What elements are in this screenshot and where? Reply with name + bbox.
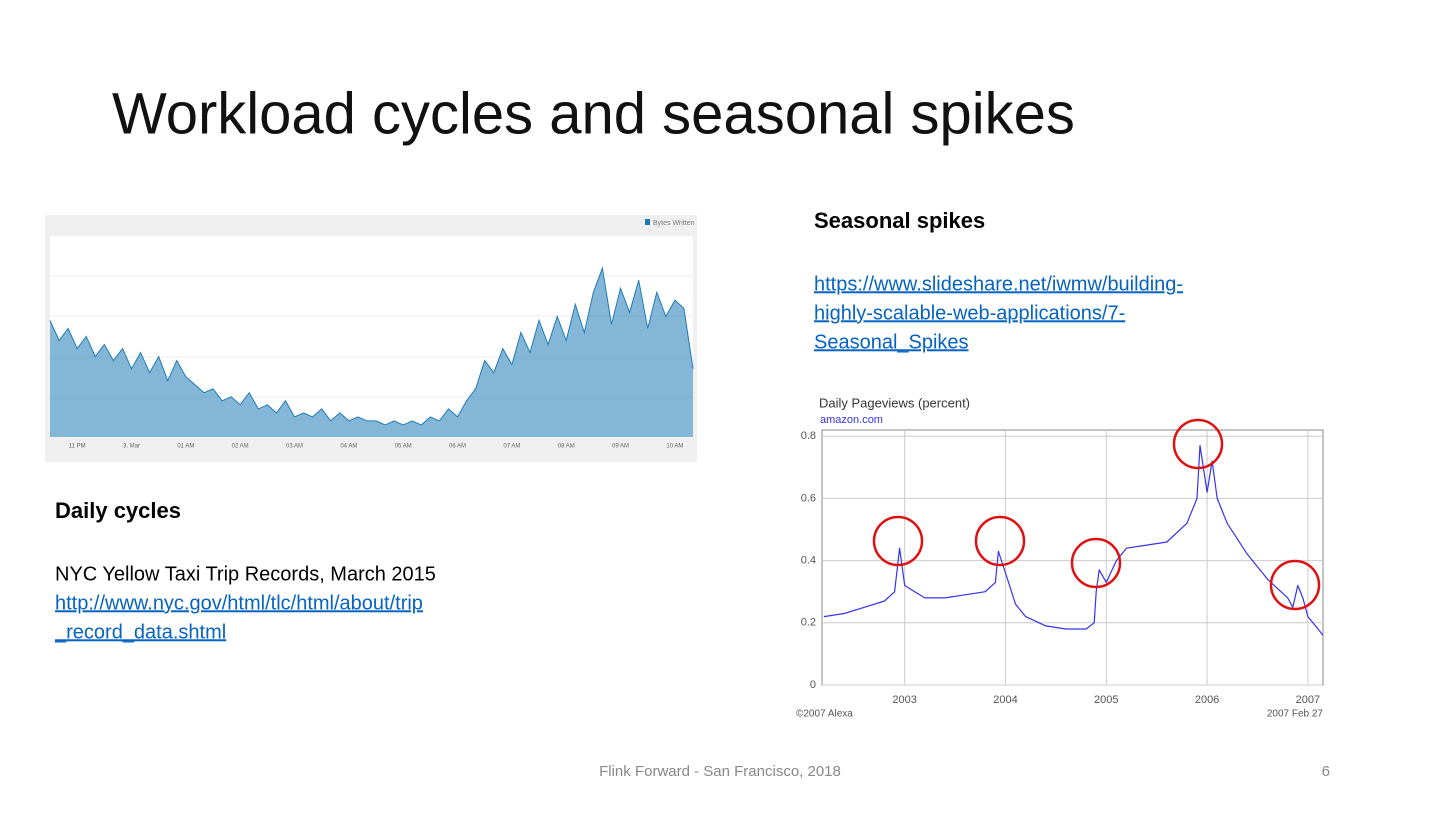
x-tick-label: 2006 [1195,694,1219,706]
x-tick-label: 02 AM [232,444,249,450]
highlight-circle [1070,537,1122,589]
x-tick-label: 03 AM [286,444,303,450]
link[interactable]: https://www.slideshare.net/iwmw/building… [814,273,1183,295]
y-tick-label: 0.2 [801,617,816,629]
annotation: ©2007 Alexa [796,709,853,720]
link[interactable]: http://www.nyc.gov/html/tlc/html/about/t… [55,592,423,614]
highlight-circle [974,515,1026,567]
x-tick-label: 06 AM [449,444,466,450]
annotation: 2007 Feb 27 [1267,709,1324,720]
section-heading: Daily cycles [55,498,181,523]
line [49,266,694,426]
y-tick-label: 0.4 [801,555,816,567]
x-tick-label: 2007 [1296,694,1320,706]
y-tick-label: 0 [810,679,816,691]
chart-title: Daily Pageviews (percent) [819,395,970,410]
x-tick-label: 05 AM [395,444,412,450]
legend-label: Bytes Written [653,220,695,227]
link[interactable]: _record_data.shtml [54,621,226,643]
x-tick-label: 04 AM [340,444,357,450]
x-tick-label: 11 PM [69,444,86,450]
x-tick-label: 2004 [993,694,1017,706]
y-tick-label: 0.6 [801,492,816,504]
x-tick-label: 01 AM [177,444,194,450]
caption: NYC Yellow Taxi Trip Records, March 2015 [55,563,436,585]
footer: Flink Forward - San Francisco, 2018 [599,763,841,780]
x-tick-label: 2005 [1094,694,1118,706]
x-tick-label: 08 AM [558,444,575,450]
link[interactable]: Seasonal_Spikes [814,331,969,353]
highlight-circle [1172,418,1224,470]
highlight-circle [1269,559,1321,611]
line [823,444,1324,636]
link[interactable]: highly-scalable-web-applications/7- [814,302,1125,324]
page-number: 6 [1322,763,1330,780]
x-tick-label: 09 AM [612,444,629,450]
y-tick-label: 0.8 [801,430,816,442]
highlight-circle [872,515,924,567]
chart-subtitle: amazon.com [820,414,883,426]
section-heading: Seasonal spikes [814,208,985,233]
x-tick-label: 2003 [892,694,916,706]
x-tick-label: 07 AM [503,444,520,450]
legend-swatch [645,219,650,225]
slide-title: Workload cycles and seasonal spikes [112,81,1075,146]
x-tick-label: 3. Mar [123,444,140,450]
area [50,268,693,437]
x-tick-label: 10 AM [666,444,683,450]
